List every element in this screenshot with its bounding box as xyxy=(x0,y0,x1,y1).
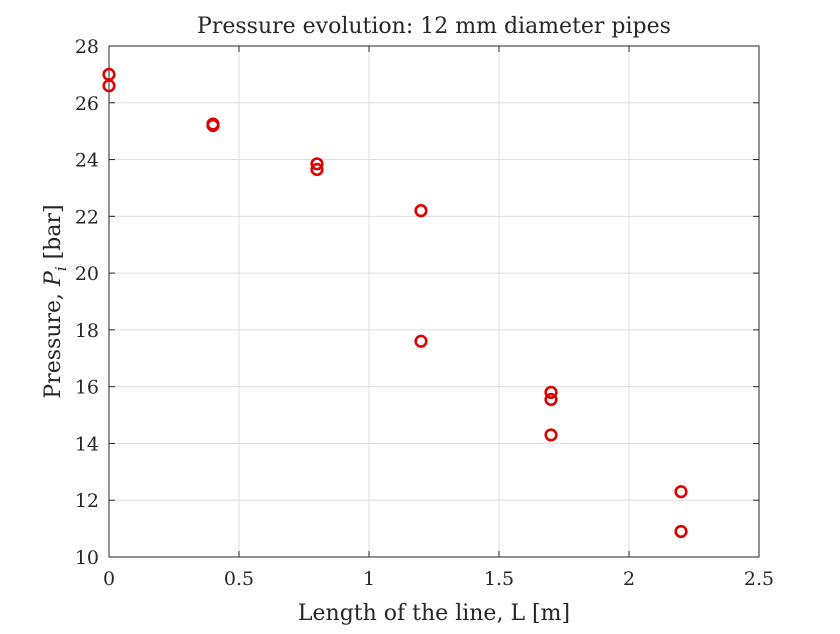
y-axis-title-prefix: Pressure, xyxy=(41,286,66,399)
y-axis-title-symbol: P xyxy=(41,270,66,287)
x-tick-label: 0 xyxy=(103,568,115,590)
data-point xyxy=(414,334,428,348)
x-tick-label: 0.5 xyxy=(224,568,254,590)
y-tick-label: 26 xyxy=(75,93,99,115)
y-tick-labels: 10 12 14 16 18 20 22 24 26 28 xyxy=(75,36,99,569)
plot-frame xyxy=(108,45,760,558)
y-tick-label: 10 xyxy=(75,547,99,569)
chart-title: Pressure evolution: 12 mm diameter pipes xyxy=(197,14,671,39)
data-point xyxy=(310,157,324,171)
x-tick-label: 2.5 xyxy=(744,568,774,590)
y-axis-title-suffix: [bar] xyxy=(41,204,66,266)
x-tick-label: 1.5 xyxy=(484,568,514,590)
x-axis-title: Length of the line, L [m] xyxy=(298,601,570,626)
y-tick-label: 22 xyxy=(75,206,99,228)
data-point xyxy=(544,428,558,442)
y-tick-label: 16 xyxy=(75,377,99,399)
y-tick-label: 14 xyxy=(75,433,99,455)
x-tick-label: 2 xyxy=(623,568,635,590)
y-axis-title-subscript: i xyxy=(52,266,70,271)
y-axis-title: Pressure, Pi [bar] xyxy=(41,204,70,398)
data-point xyxy=(310,162,324,177)
y-tick-label: 18 xyxy=(75,320,99,342)
data-point xyxy=(102,79,116,93)
x-tick-labels: 0 0.5 1 1.5 2 2.5 xyxy=(103,568,774,590)
data-points xyxy=(102,67,688,539)
x-tick-label: 1 xyxy=(363,568,375,590)
data-point xyxy=(674,524,688,539)
y-tick-label: 20 xyxy=(75,263,99,285)
data-point xyxy=(414,204,428,218)
data-point xyxy=(544,392,558,407)
grid-layer xyxy=(108,45,760,558)
data-point xyxy=(674,485,688,499)
data-point xyxy=(544,385,558,399)
y-tick-label: 12 xyxy=(75,490,99,512)
y-tick-label: 28 xyxy=(75,36,99,58)
data-point xyxy=(206,118,220,133)
tick-layer xyxy=(108,45,760,558)
y-tick-label: 24 xyxy=(75,150,99,172)
